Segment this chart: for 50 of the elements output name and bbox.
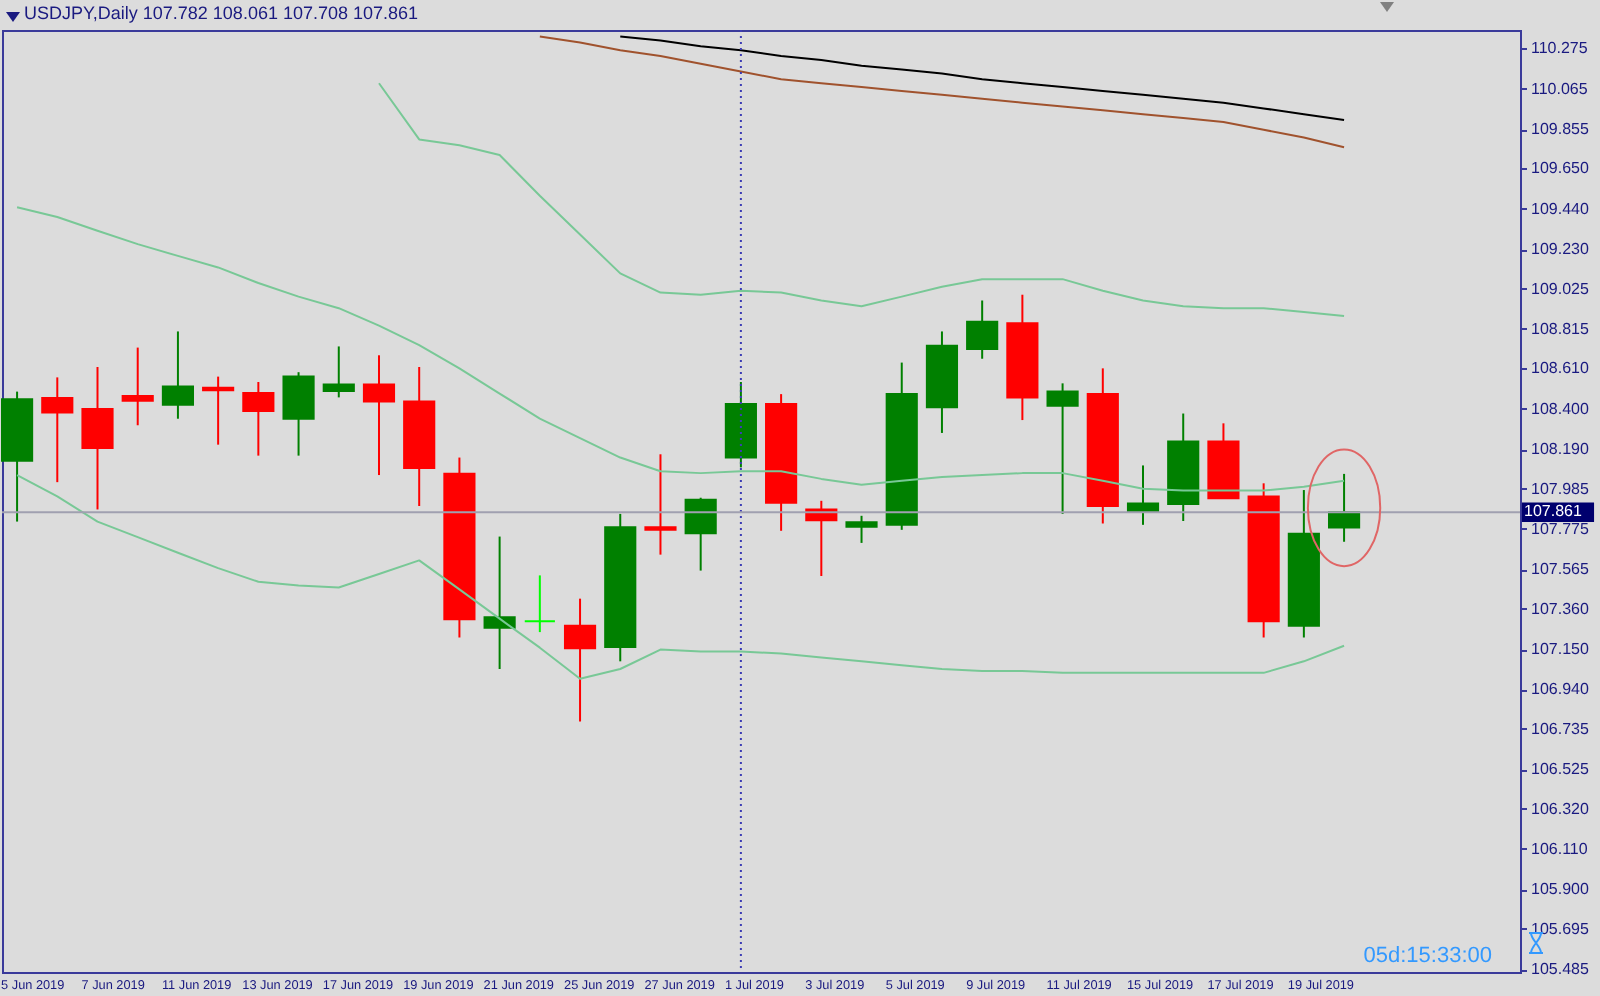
y-tick-label: 106.525 — [1531, 760, 1590, 779]
candlestick — [202, 375, 235, 446]
candlestick — [1327, 472, 1361, 543]
line-series — [619, 35, 1346, 121]
candlestick — [523, 574, 556, 634]
line-series — [377, 82, 1346, 318]
candlestick — [161, 330, 195, 420]
chart-title: USDJPY,Daily 107.782 108.061 107.708 107.861 — [24, 3, 419, 23]
y-tick-label: 105.485 — [1531, 960, 1590, 979]
y-tick-label: 109.855 — [1531, 120, 1590, 139]
y-tick-label: 109.650 — [1531, 159, 1590, 178]
y-tick-label: 106.320 — [1531, 799, 1590, 818]
y-tick-label: 106.735 — [1531, 719, 1590, 738]
line-series — [16, 206, 1346, 492]
y-tick-label: 110.065 — [1531, 79, 1589, 98]
y-tick-label: 108.815 — [1531, 319, 1590, 338]
line-series — [538, 35, 1346, 149]
candlestick — [845, 514, 878, 544]
candlestick — [282, 371, 315, 457]
y-tick-label: 109.025 — [1531, 279, 1590, 298]
candlestick — [644, 453, 677, 556]
y-tick-label: 107.565 — [1531, 560, 1590, 579]
candlestick — [242, 381, 275, 457]
annotation: 05d:15:33:00 — [1363, 944, 1492, 968]
candlestick — [41, 376, 74, 484]
candlestick — [322, 345, 355, 399]
y-tick-label: 108.190 — [1531, 440, 1590, 459]
y-tick-label: 110.275 — [1531, 39, 1589, 58]
y-tick-label: 107.150 — [1531, 640, 1590, 659]
y-tick-label: 108.400 — [1531, 399, 1590, 418]
candlestick — [563, 597, 597, 723]
candlestick — [684, 496, 717, 572]
ref-line-label: 107.861 — [1524, 502, 1583, 521]
candlestick — [483, 535, 516, 671]
y-tick-label: 109.440 — [1531, 199, 1590, 218]
line-series — [16, 474, 1346, 680]
candlestick — [362, 354, 396, 477]
y-tick-label: 106.110 — [1531, 839, 1589, 858]
y-tick-label: 107.360 — [1531, 599, 1590, 618]
y-tick-label: 106.940 — [1531, 680, 1590, 699]
candlestick — [966, 299, 999, 360]
candlestick — [1126, 464, 1160, 526]
y-tick-label: 109.230 — [1531, 240, 1590, 259]
candlestick — [121, 346, 154, 427]
candlestick — [81, 366, 114, 511]
candlestick — [1046, 382, 1079, 515]
y-tick-label: 107.775 — [1531, 519, 1590, 538]
y-tick-label: 105.900 — [1531, 880, 1590, 899]
y-tick-label: 107.985 — [1531, 479, 1590, 498]
y-tick-label: 108.610 — [1531, 359, 1590, 378]
